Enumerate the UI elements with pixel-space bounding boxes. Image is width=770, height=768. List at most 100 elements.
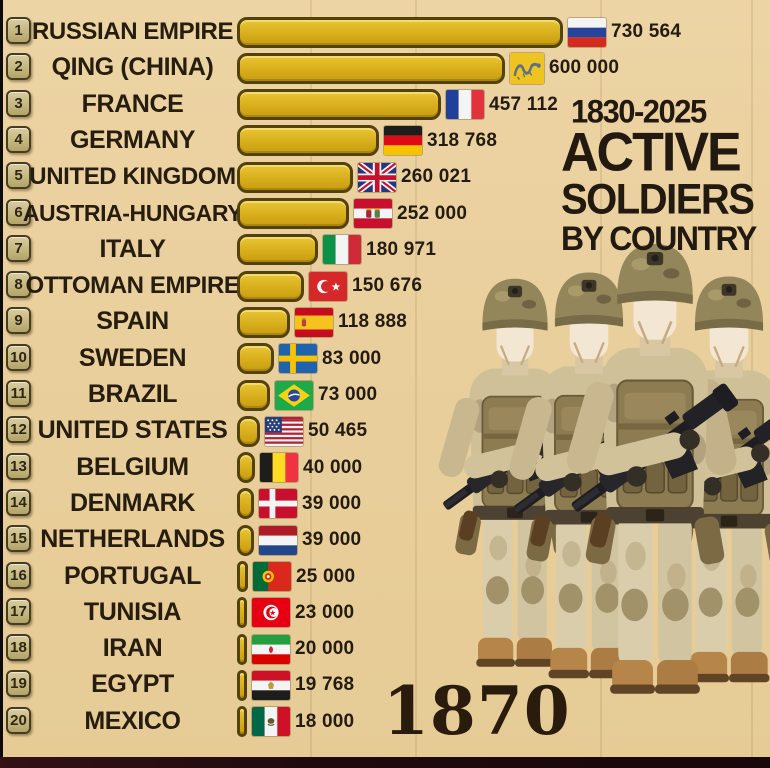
- bar-line: 730 564: [237, 16, 681, 48]
- value-label: 23 000: [295, 601, 355, 623]
- country-label: GERMANY: [70, 125, 195, 154]
- rank-badge: 20: [6, 706, 31, 734]
- country-label: QING (CHINA): [51, 53, 214, 82]
- bar-line: 20 000: [237, 633, 354, 665]
- country-label: UNITED STATES: [37, 416, 228, 445]
- rank-badge: 11: [6, 380, 31, 407]
- flag-russian-empire-icon: [568, 17, 606, 47]
- value-bar: [237, 488, 254, 520]
- country-label: BRAZIL: [87, 380, 178, 408]
- flag-united-kingdom-icon: [358, 162, 396, 192]
- country-label: UNITED KINGDOM: [29, 162, 236, 190]
- bar-line: 600 000: [237, 52, 619, 84]
- bar-line: 23 000: [237, 597, 354, 629]
- bar-line: 39 000: [237, 524, 361, 556]
- left-edge-strip: [0, 0, 3, 768]
- rank-badge: 16: [6, 561, 31, 589]
- flag-belgium-icon: [260, 453, 298, 483]
- country-label: ITALY: [99, 234, 166, 263]
- country-label: TUNISIA: [83, 597, 182, 626]
- bar-line: 252 000: [237, 198, 467, 230]
- value-label: 252 000: [397, 202, 468, 224]
- value-bar: [237, 452, 255, 484]
- rank-badge: 19: [6, 670, 31, 698]
- bar-line: 18 000: [237, 706, 354, 738]
- value-label: 150 676: [352, 275, 423, 297]
- bar-line: 50 465: [237, 415, 367, 447]
- bar-line: 180 971: [237, 234, 436, 266]
- bar-line: 83 000: [237, 343, 381, 375]
- country-label: BELGIUM: [76, 452, 189, 481]
- value-bar: [237, 198, 349, 229]
- value-label: 39 000: [302, 492, 362, 514]
- country-label: EGYPT: [91, 670, 174, 699]
- flag-italy-icon: [323, 235, 361, 265]
- value-bar: [237, 524, 254, 556]
- bar-line: 39 000: [237, 488, 361, 520]
- rank-badge: 7: [6, 234, 31, 262]
- value-label: 73 000: [318, 384, 378, 405]
- value-bar: [237, 270, 304, 302]
- rank-badge: 13: [6, 452, 31, 480]
- rank-badge: 1: [6, 17, 31, 44]
- bar-line: 19 768: [237, 669, 354, 701]
- table-row: 2 QING (CHINA) 600 000: [0, 50, 770, 86]
- bar-line: 318 768: [237, 125, 497, 157]
- table-row: 1 RUSSIAN EMPIRE 730 564: [0, 14, 770, 50]
- value-label: 20 000: [295, 638, 355, 660]
- country-label: IRAN: [102, 634, 163, 663]
- value-bar: [237, 706, 247, 738]
- table-row: 8 OTTOMAN EMPIRE 150 676: [0, 268, 770, 304]
- table-row: 20 MEXICO 18 000: [0, 704, 770, 740]
- year-indicator: 1870: [383, 672, 571, 750]
- flag-austria-hungary-icon: [354, 199, 392, 228]
- rank-badge: 17: [6, 597, 31, 625]
- value-bar: [237, 89, 441, 121]
- value-label: 50 465: [308, 420, 368, 442]
- value-label: 18 000: [295, 710, 355, 732]
- gridline: [415, 0, 417, 757]
- country-label: DENMARK: [70, 488, 195, 517]
- value-bar: [237, 415, 260, 447]
- value-bar: [237, 343, 274, 375]
- rank-badge: 6: [6, 198, 31, 226]
- table-row: 17 TUNISIA 23 000: [0, 595, 770, 631]
- country-label: AUSTRIA-HUNGARY: [22, 199, 243, 226]
- bar-line: 118 888: [237, 306, 407, 338]
- title-year-range: 1830-2025: [571, 92, 707, 130]
- flag-ottoman-empire-icon: [309, 271, 347, 301]
- value-label: 600 000: [549, 57, 620, 79]
- rank-badge: 5: [6, 162, 31, 190]
- rank-badge: 3: [6, 89, 31, 117]
- rank-badge: 12: [6, 416, 31, 444]
- flag-brazil-icon: [275, 380, 313, 410]
- table-row: 7 ITALY 180 971: [0, 232, 770, 268]
- table-row: 18 IRAN 20 000: [0, 631, 770, 667]
- table-row: 9 SPAIN 118 888: [0, 304, 770, 340]
- table-row: 14 DENMARK 39 000: [0, 486, 770, 522]
- bar-line: 457 112: [237, 89, 558, 121]
- value-bar: [237, 52, 505, 84]
- value-bar: [237, 669, 247, 701]
- title-line-active: ACTIVE: [561, 121, 742, 183]
- flag-denmark-icon: [259, 489, 297, 519]
- value-bar: [237, 597, 247, 629]
- flag-sweden-icon: [279, 344, 317, 374]
- value-label: 83 000: [322, 347, 382, 369]
- flag-mexico-icon: [252, 707, 290, 737]
- value-bar: [237, 161, 353, 193]
- value-bar: [237, 379, 270, 411]
- value-bar: [237, 125, 379, 157]
- value-bar: [237, 306, 290, 338]
- flag-qing-china-icon: [510, 52, 544, 84]
- table-row: 10 SWEDEN 83 000: [0, 341, 770, 377]
- value-label: 118 888: [338, 311, 408, 333]
- title-line-soldiers: SOLDIERS: [561, 176, 755, 224]
- rank-badge: 9: [6, 307, 31, 335]
- chart-title-block: 1830-2025 ACTIVE SOLDIERS BY COUNTRY: [561, 95, 769, 257]
- rank-badge: 18: [6, 634, 31, 662]
- bar-line: 260 021: [237, 161, 471, 193]
- country-label: NETHERLANDS: [40, 525, 225, 554]
- table-row: 3 FRANCE 457 112: [0, 87, 770, 123]
- table-row: 13 BELGIUM 40 000: [0, 450, 770, 486]
